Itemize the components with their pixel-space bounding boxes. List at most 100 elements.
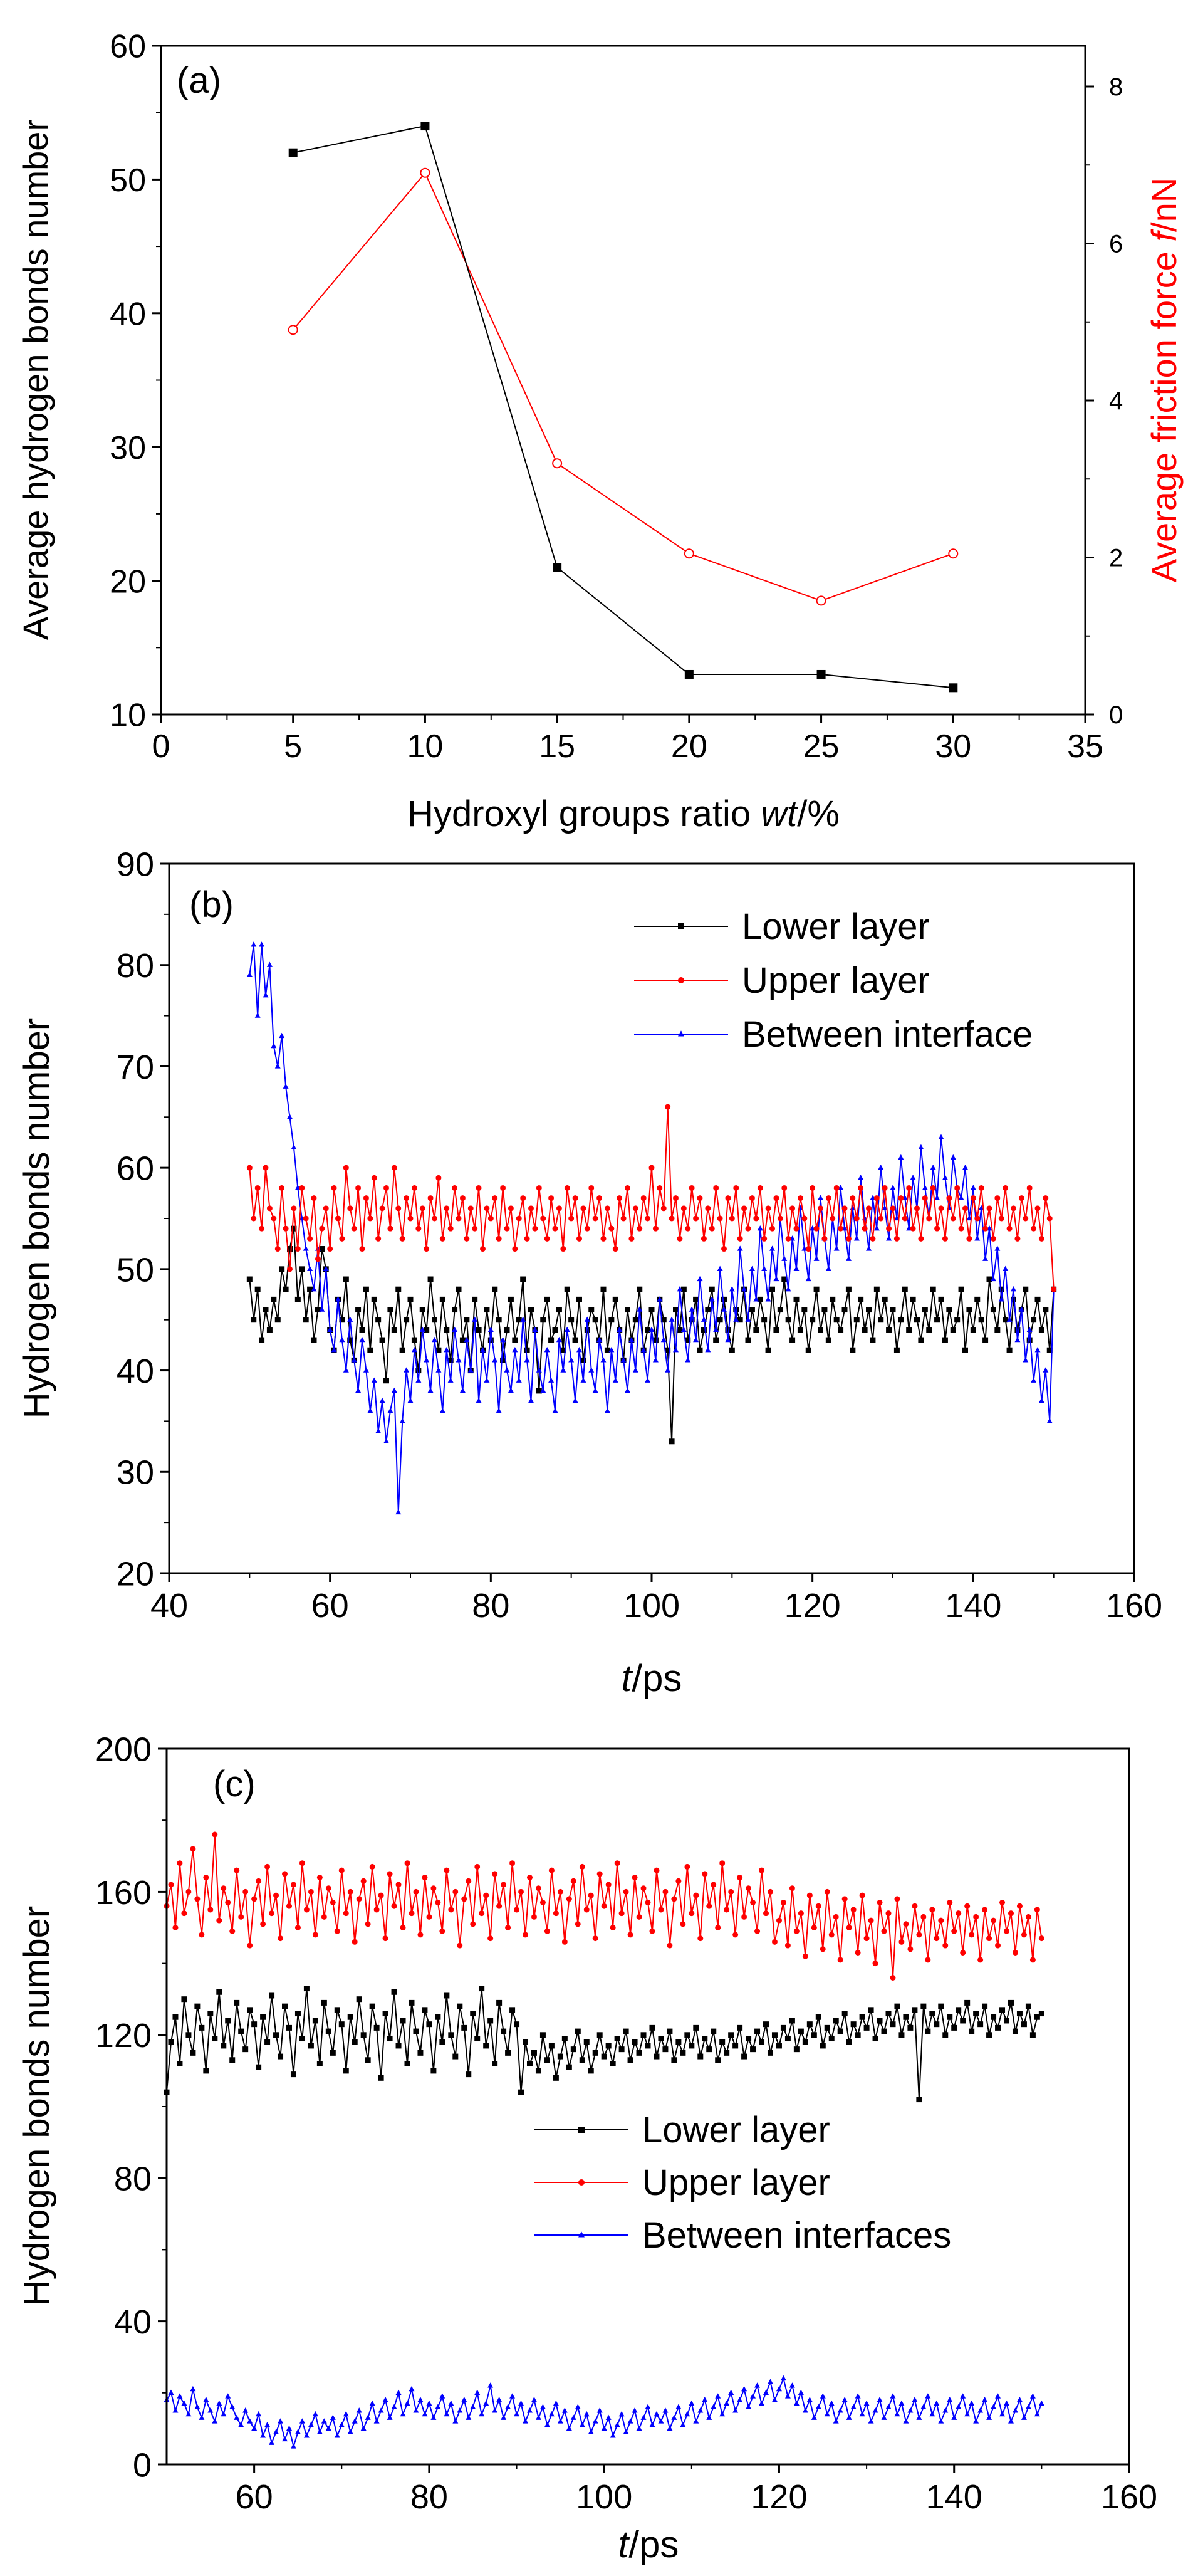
lower-point — [1008, 1999, 1014, 2006]
x-tick-label: 160 — [1106, 1587, 1162, 1625]
lower-point — [523, 2039, 529, 2045]
lower-point — [711, 2028, 717, 2034]
lower-point — [404, 2060, 410, 2066]
upper-point — [947, 1900, 953, 1906]
lower-point — [422, 2007, 428, 2013]
lower-point — [962, 1347, 968, 1353]
lower-point — [841, 2011, 848, 2017]
x-tick-label: 40 — [150, 1587, 188, 1625]
lower-point — [299, 1266, 305, 1272]
lower-point — [496, 1999, 503, 2006]
x-axis-label-a: Hydroxyl groups ratio wt/% — [407, 793, 840, 834]
upper-point — [811, 1925, 817, 1930]
between-point — [711, 2404, 717, 2409]
lower-point — [466, 2071, 472, 2078]
lower-point — [426, 2021, 432, 2028]
between-point — [308, 2422, 314, 2427]
between-point — [671, 2414, 677, 2420]
between-point — [974, 1235, 981, 1241]
between-point — [820, 2393, 826, 2399]
lower-point — [684, 2032, 690, 2038]
lower-point — [894, 2003, 900, 2009]
lower-point — [286, 2024, 292, 2031]
upper-point — [753, 1215, 759, 1222]
upper-point — [741, 1914, 747, 1920]
between-point — [882, 1205, 888, 1210]
lower-point — [749, 1307, 755, 1313]
between-point — [566, 2425, 572, 2431]
between-point — [291, 1144, 297, 1149]
between-point — [216, 2400, 222, 2406]
lower-point — [356, 1996, 362, 2003]
upper-point — [407, 1215, 414, 1222]
lower-point — [801, 1307, 808, 1313]
between-point — [763, 2389, 769, 2395]
between-point — [492, 1357, 498, 1363]
upper-point — [172, 1925, 179, 1930]
lower-point — [411, 1337, 417, 1343]
lower-line — [166, 1987, 1043, 2100]
upper-point — [259, 1225, 265, 1232]
between-point — [343, 2411, 349, 2417]
upper-point — [334, 1928, 340, 1934]
between-point — [467, 1367, 474, 1373]
between-point — [540, 1387, 546, 1393]
lower-point — [998, 1286, 1004, 1292]
lower-point — [977, 2021, 984, 2028]
upper-point — [286, 1903, 292, 1909]
series-between — [246, 941, 1057, 1515]
lower-point — [409, 1999, 415, 2006]
between-point — [400, 2411, 406, 2417]
upper-point — [673, 1195, 679, 1202]
lower-point — [951, 2024, 957, 2031]
upper-point — [391, 1165, 397, 1171]
lower-point — [813, 1286, 820, 1292]
lower-point — [709, 1286, 715, 1292]
upper-point — [575, 1921, 581, 1927]
lower-point — [934, 1317, 940, 1323]
lower-point — [662, 2046, 669, 2053]
x-axis-label-b: t/ps — [622, 1657, 682, 1699]
between-point — [601, 2425, 607, 2431]
between-point — [942, 1175, 948, 1180]
upper-point — [568, 1215, 575, 1222]
lower-point — [693, 1296, 699, 1302]
axis-ticks-b: 40 60 80 100 120 140 160 20 30 40 50 60 70 80 90 — [117, 846, 1162, 1625]
lower-point — [339, 1317, 345, 1323]
upper-point — [680, 1921, 686, 1927]
upper-point — [765, 1205, 771, 1212]
upper-point — [969, 1932, 975, 1938]
lower-point — [969, 2028, 975, 2034]
between-point — [741, 1286, 747, 1292]
between-point — [501, 2414, 507, 2420]
upper-point — [894, 1896, 900, 1902]
upper-point — [427, 1195, 434, 1202]
lower-point — [343, 1276, 349, 1282]
lower-point — [391, 1989, 397, 1995]
upper-point — [713, 1185, 719, 1191]
between-point — [773, 1275, 779, 1282]
upper-point — [978, 1185, 984, 1191]
lower-point — [769, 1286, 775, 1292]
lower-point — [780, 2024, 786, 2031]
between-point — [282, 2436, 288, 2442]
between-point — [995, 2393, 1001, 2399]
lower-point — [1004, 2018, 1010, 2024]
legend-marker-upper — [678, 977, 684, 983]
upper-point — [750, 1900, 756, 1906]
between-point — [805, 1275, 811, 1282]
between-point — [1046, 1418, 1053, 1423]
upper-point — [229, 1928, 236, 1934]
lower-point — [568, 1317, 575, 1323]
upper-point — [459, 1195, 466, 1202]
upper-point — [810, 1185, 816, 1191]
lower-point — [352, 2039, 358, 2045]
upper-point — [850, 1907, 857, 1913]
upper-point — [648, 1165, 655, 1171]
upper-point — [745, 1225, 751, 1232]
upper-point — [269, 1910, 275, 1917]
lower-point — [254, 1286, 261, 1292]
between-point — [612, 1377, 618, 1383]
panel-label-a: (a) — [177, 60, 221, 101]
lower-point — [761, 1317, 768, 1323]
